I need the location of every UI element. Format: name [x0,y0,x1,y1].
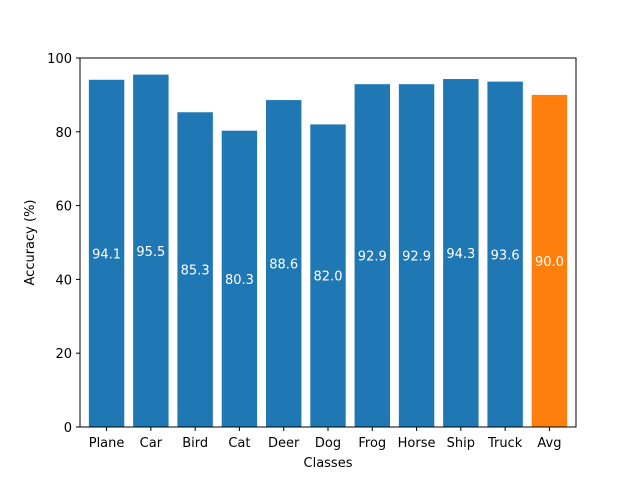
x-tick-label-deer: Deer [268,436,300,451]
bar-horse [398,84,435,427]
bar-plane [88,79,125,428]
bar-value-label-bird: 85.3 [181,264,210,279]
y-tick-label: 60 [55,200,72,215]
x-tick-label-horse: Horse [398,436,436,451]
x-tick-label-plane: Plane [89,436,125,451]
bar-avg [531,94,568,428]
x-axis-ticks: Plane Car Bird Cat Deer Dog Frog Horse Ship Truck… [89,427,561,451]
x-tick-label-avg: Avg [537,436,561,451]
bar-ship [443,79,479,428]
bars-group [88,74,568,428]
y-axis-label: Accuracy (%) [23,200,38,286]
y-tick-label: 0 [64,421,72,436]
bar-frog [354,84,390,427]
bar-dog [310,124,346,428]
x-tick-label-cat: Cat [228,436,250,451]
x-tick-label-frog: Frog [358,436,386,451]
bar-value-label-car: 95.5 [136,245,165,260]
x-tick-label-ship: Ship [447,436,475,451]
bar-value-label-dog: 82.0 [314,270,343,285]
x-tick-label-car: Car [140,436,163,451]
y-tick-label: 20 [55,347,72,362]
x-axis-label: Classes [304,456,353,471]
bar-value-label-deer: 88.6 [269,258,298,273]
bar-value-label-ship: 94.3 [446,247,475,262]
bar-value-label-frog: 92.9 [358,250,387,265]
bar-bird [177,112,213,428]
x-tick-label-truck: Truck [487,436,523,451]
bar-value-label-avg: 90.0 [535,255,564,270]
bar-value-label-cat: 80.3 [225,273,254,288]
bar-labels-group: 94.1 95.5 85.3 80.3 88.6 82.0 92.9 92.9 94.3 93.6… [92,245,564,288]
y-tick-label: 100 [47,52,72,67]
bar-value-label-plane: 94.1 [92,247,121,262]
bar-value-label-horse: 92.9 [402,250,431,265]
x-tick-label-dog: Dog [315,436,341,451]
bar-car [133,74,169,427]
y-axis-ticks: 0 20 40 60 80 100 [47,52,80,436]
y-tick-label: 80 [55,126,72,141]
bar-cat [221,130,258,427]
x-tick-label-bird: Bird [182,436,208,451]
y-tick-label: 40 [55,273,72,288]
bar-value-label-truck: 93.6 [491,248,520,263]
bar-deer [266,100,302,427]
bar-truck [487,81,523,427]
